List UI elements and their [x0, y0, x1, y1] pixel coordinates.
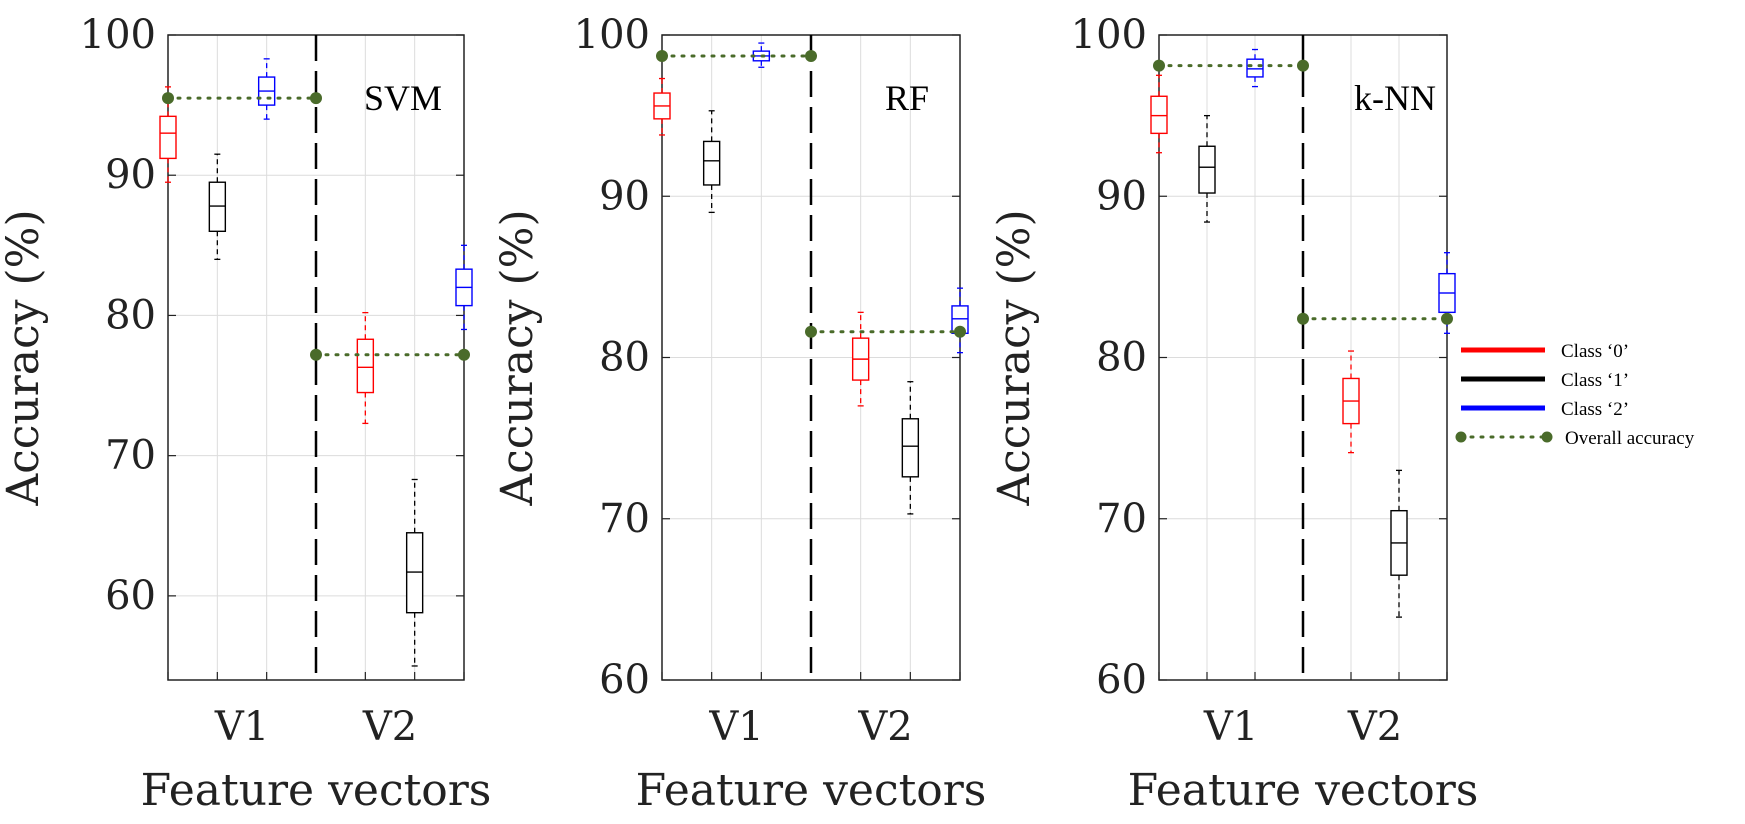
box-v2-class0: [851, 311, 870, 407]
box-v2-class1: [1390, 469, 1408, 618]
box-body: [159, 115, 177, 160]
box-body: [356, 338, 375, 394]
x-tick-label: V2: [857, 704, 912, 750]
x-tick-label: V2: [1347, 704, 1402, 750]
box-body: [1150, 95, 1168, 135]
legend-label: Class ‘1’: [1561, 370, 1629, 391]
legend-label: Class ‘0’: [1561, 341, 1629, 362]
overall-accuracy-marker: [1441, 312, 1453, 325]
legend: Class ‘0’ Class ‘1’ Class ‘2’ Overall accur…: [1455, 341, 1695, 449]
panel-rf: 60 70 80 90 100 V1 V2 Feature vectors Accuracy (…: [492, 12, 986, 816]
x-tick-label: V1: [214, 704, 269, 750]
overall-accuracy-marker: [310, 348, 322, 361]
legend-label: Overall accuracy: [1565, 428, 1695, 449]
overall-accuracy-marker: [458, 348, 470, 361]
box-body: [1246, 58, 1264, 78]
panel-title: RF: [885, 78, 929, 118]
x-tick-label: V1: [1203, 704, 1258, 750]
y-tick-label: 100: [574, 12, 650, 58]
box-body: [901, 418, 920, 478]
box-body: [1198, 145, 1216, 194]
legend-marker: [1455, 431, 1467, 443]
x-axis-title: Feature vectors: [141, 765, 492, 816]
overall-accuracy-marker: [1297, 312, 1309, 325]
x-axis-title: Feature vectors: [1128, 765, 1479, 816]
box-v1-class0: [653, 77, 671, 136]
box-v1-class1: [702, 110, 721, 214]
y-tick-label: 100: [1071, 12, 1147, 58]
y-tick-label: 90: [599, 173, 650, 219]
x-axis-title: Feature vectors: [636, 765, 987, 816]
overall-accuracy-marker: [1297, 59, 1309, 72]
legend-item: Class ‘2’: [1461, 399, 1629, 420]
x-tick-label: V1: [708, 704, 763, 750]
y-tick-label: 80: [1096, 335, 1147, 381]
y-tick-label: 80: [105, 292, 156, 338]
overall-accuracy-marker: [162, 92, 174, 105]
box-v2-class2: [455, 244, 473, 331]
y-tick-label: 70: [105, 433, 156, 479]
box-v1-class2: [1246, 48, 1264, 88]
panel-title: SVM: [364, 78, 442, 118]
box-v1-class2: [257, 58, 276, 120]
box-v1-class0: [1150, 74, 1168, 154]
box-v2-class1: [405, 478, 424, 667]
y-axis-title: Accuracy (%): [492, 209, 543, 506]
overall-accuracy-marker: [1153, 59, 1165, 72]
legend-item: Class ‘0’: [1461, 341, 1629, 362]
box-v1-class1: [208, 153, 227, 260]
legend-item: Overall accuracy: [1455, 428, 1695, 449]
legend-marker: [1541, 431, 1553, 443]
overall-accuracy-marker: [954, 325, 966, 338]
y-axis-title: Accuracy (%): [0, 209, 49, 506]
y-tick-label: 100: [80, 12, 156, 58]
box-v1-class0: [159, 86, 177, 183]
y-tick-label: 60: [105, 573, 156, 619]
y-axis-title: Accuracy (%): [989, 209, 1040, 506]
y-tick-label: 70: [1096, 496, 1147, 542]
box-v1-class1: [1198, 114, 1216, 223]
legend-item: Class ‘1’: [1461, 370, 1629, 391]
y-tick-label: 90: [1096, 173, 1147, 219]
overall-accuracy-marker: [656, 49, 668, 62]
y-tick-label: 90: [105, 152, 156, 198]
box-body: [208, 181, 227, 233]
legend-label: Class ‘2’: [1561, 399, 1629, 420]
box-v2-class2: [951, 287, 969, 354]
panel-svm: 60 70 80 90 100 V1 V2 Feature vectors Accuracy (…: [0, 12, 491, 816]
box-body: [702, 140, 721, 186]
overall-accuracy-marker: [805, 325, 817, 338]
y-tick-label: 70: [599, 496, 650, 542]
box-v2-class1: [901, 381, 920, 515]
y-tick-label: 80: [599, 335, 650, 381]
y-tick-label: 60: [1096, 657, 1147, 703]
overall-accuracy-marker: [805, 49, 817, 62]
box-v2-class0: [356, 311, 375, 425]
panel-title: k-NN: [1354, 78, 1436, 118]
box-body: [405, 532, 424, 614]
box-v2-class0: [1342, 350, 1360, 454]
overall-accuracy-marker: [310, 92, 322, 105]
y-tick-label: 60: [599, 657, 650, 703]
x-tick-label: V2: [362, 704, 417, 750]
panel-k-nn: 60 70 80 90 100 V1 V2 Feature vectors Accuracy (…: [989, 12, 1478, 816]
